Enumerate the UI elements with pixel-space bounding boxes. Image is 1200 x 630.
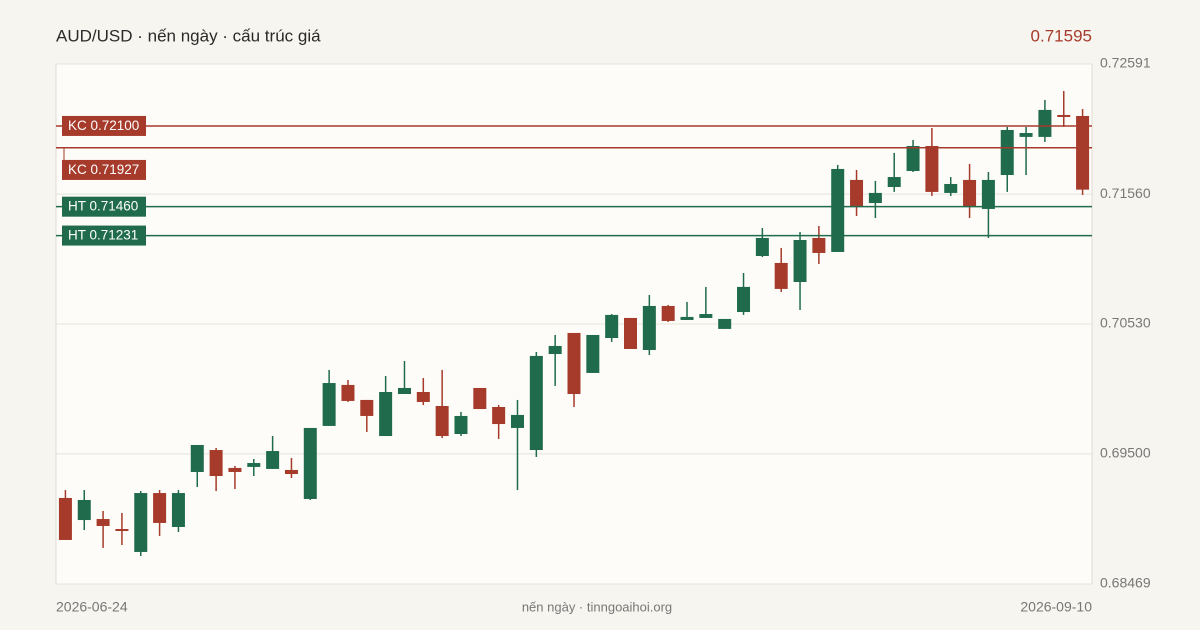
candle-body [473,387,487,410]
candle-body [322,383,336,426]
candle-body [624,317,638,349]
candle-body [567,332,581,395]
level-label-box [62,225,146,246]
candle-body [718,318,732,329]
level-label-box [62,115,146,136]
current-price: 0.71595 [1031,26,1092,45]
candle-body [510,414,524,428]
x-tick-label: 2026-06-24 [56,599,128,615]
candle-body [303,427,317,499]
candle-body [492,407,506,425]
level-label: HT 0.71231 [68,228,138,243]
y-tick-label: 0.68469 [1100,575,1151,591]
candle-body [341,384,355,401]
y-tick-label: 0.70530 [1100,315,1151,331]
candle-body [944,183,958,193]
candle-body [171,493,185,527]
candle-body [963,179,977,207]
candle-body [680,316,694,320]
footer: nến ngày · tinngoaihoi.org [522,599,672,614]
candle-body [548,345,562,355]
candle-body [397,387,411,395]
candle-body [228,467,242,472]
candle-body [868,192,882,204]
candle-body [435,405,449,437]
candle-body [925,145,939,192]
candle-body [153,493,167,523]
chart-title: AUD/USD · nến ngày · cấu trúc giá [56,26,321,45]
candle-body [755,237,769,257]
candle-body [1076,115,1090,190]
candle-body [906,145,920,171]
candle-body [831,168,845,252]
candle-body [642,305,656,350]
candle-body [190,444,204,472]
level-label: KC 0.72100 [68,118,139,133]
candle-body [1038,109,1052,137]
candle-body [812,237,826,253]
y-tick-label: 0.69500 [1100,445,1151,461]
candle-body [379,391,393,437]
level-label: KC 0.71927 [68,162,139,177]
candle-body [661,305,675,321]
candle-body [850,179,864,207]
y-tick-label: 0.72591 [1100,55,1151,71]
candle-body [529,355,543,451]
candle-body [774,262,788,289]
candle-body [416,391,430,402]
candle-body [1057,114,1071,117]
candle-body [793,239,807,282]
candle-body [247,463,261,467]
candle-body [981,179,995,209]
candle-body [1000,129,1014,176]
candle-body [454,415,468,435]
candle-body [284,469,298,474]
candle-body [266,451,280,469]
candle-body [887,177,901,187]
level-label: HT 0.71460 [68,199,138,214]
y-tick-label: 0.71560 [1100,185,1151,201]
candle-body [58,497,72,540]
candle-body [586,334,600,373]
candle-body [134,493,148,552]
candle-body [699,314,713,318]
candle-body [209,450,223,477]
candle-body [77,499,91,521]
candle-body [1019,133,1033,137]
candle-body [96,519,110,526]
level-label-box [62,196,146,217]
candle-body [605,314,619,339]
level-label-box [62,159,146,180]
candle-body [360,399,374,416]
candle-body [737,286,751,313]
candle-body [115,528,129,532]
x-tick-label: 2026-09-10 [1020,599,1092,615]
